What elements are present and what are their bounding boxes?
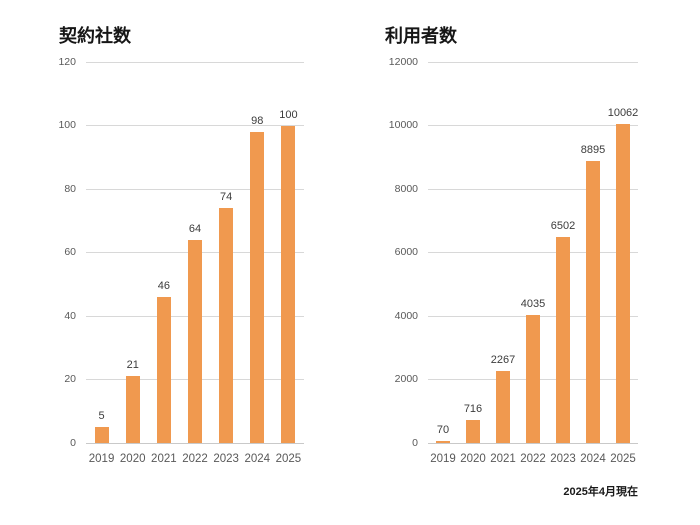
bar-2019 <box>436 440 450 443</box>
chart-users: 利用者数 0 2000 4000 6000 8000 10000 12000 70 2019 71… <box>342 0 692 485</box>
y-axis-tick-label: 8000 <box>394 182 418 195</box>
y-axis-tick-label: 0 <box>70 436 76 449</box>
x-axis-tick-label: 2021 <box>151 453 177 465</box>
bar-value-label: 21 <box>126 359 139 372</box>
x-axis-tick-label: 2023 <box>550 453 576 465</box>
x-axis-tick-label: 2021 <box>490 453 516 465</box>
x-axis-tick-label: 2022 <box>182 453 208 465</box>
bar-value-label: 5 <box>98 410 105 423</box>
chart-title-contracted-companies: 契約社数 <box>59 26 131 46</box>
gridline <box>428 61 638 63</box>
chart-contracted-companies: 契約社数 0 20 40 60 80 100 120 5 2019 21 2020 46 2021 64 2… <box>0 0 350 485</box>
bar-value-label: 64 <box>188 222 202 235</box>
gridline <box>86 125 304 126</box>
bar-2021 <box>156 296 171 443</box>
chart-title-users: 利用者数 <box>385 26 457 46</box>
gridline <box>86 188 304 190</box>
x-axis-tick-label: 2025 <box>275 453 302 465</box>
y-axis-tick-label: 20 <box>64 373 76 385</box>
x-axis-tick-label: 2023 <box>213 453 239 465</box>
bar-value-label: 70 <box>436 423 450 436</box>
bar-2023 <box>219 208 234 443</box>
bar-value-label: 46 <box>157 279 170 292</box>
bar-value-label: 8895 <box>580 143 606 156</box>
bar-2022 <box>188 239 202 443</box>
bar-2020 <box>125 376 140 443</box>
x-axis-tick-label: 2024 <box>244 453 271 465</box>
bar-value-label: 4035 <box>520 297 546 310</box>
y-axis-tick-label: 10000 <box>388 119 418 131</box>
y-axis-tick-label: 80 <box>64 182 76 195</box>
x-axis-tick-label: 2025 <box>610 453 636 465</box>
bar-2024 <box>586 160 600 443</box>
x-axis-tick-label: 2019 <box>88 453 115 465</box>
y-axis-tick-label: 2000 <box>394 373 418 385</box>
as-of-date-note: 2025年4月現在 <box>563 486 638 498</box>
y-axis-tick-label: 4000 <box>394 309 418 322</box>
bar-2023 <box>556 236 570 443</box>
bar-2020 <box>466 420 480 443</box>
bar-value-label: 2267 <box>490 354 516 367</box>
bar-value-label: 100 <box>279 108 298 121</box>
bar-value-label: 74 <box>220 191 233 204</box>
gridline <box>428 188 638 190</box>
x-axis-tick-label: 2022 <box>520 453 546 465</box>
x-axis-tick-label: 2020 <box>460 453 486 465</box>
bar-2025 <box>616 123 630 443</box>
gridline <box>86 442 304 444</box>
gridline <box>428 442 638 444</box>
bar-2022 <box>526 314 540 443</box>
y-axis-tick-label: 100 <box>58 119 76 131</box>
bar-2019 <box>94 427 109 443</box>
bar-value-label: 716 <box>463 403 483 416</box>
x-axis-tick-label: 2019 <box>430 453 456 465</box>
bar-2024 <box>250 131 265 443</box>
y-axis-tick-label: 60 <box>64 246 76 258</box>
gridline <box>428 125 638 126</box>
y-axis-tick-label: 12000 <box>388 55 418 68</box>
x-axis-tick-label: 2024 <box>580 453 606 465</box>
gridline <box>428 252 638 253</box>
y-axis-tick-label: 40 <box>64 309 76 322</box>
bar-2025 <box>281 125 296 443</box>
bar-2021 <box>496 371 510 443</box>
bar-value-label: 10062 <box>607 106 639 119</box>
y-axis-tick-label: 6000 <box>394 246 418 258</box>
y-axis-tick-label: 0 <box>412 436 418 449</box>
y-axis-tick-label: 120 <box>58 55 76 68</box>
bar-value-label: 6502 <box>550 219 576 232</box>
bar-value-label: 98 <box>251 114 264 127</box>
x-axis-tick-label: 2020 <box>119 453 146 465</box>
gridline <box>86 61 304 63</box>
